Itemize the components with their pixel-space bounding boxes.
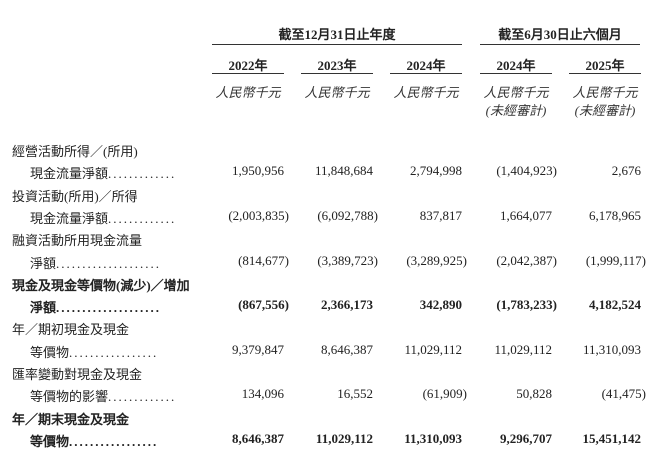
- table-row-values: 等價物................. 8,646,387 11,029,112 1…: [0, 431, 660, 453]
- divider: [301, 73, 373, 74]
- unaudited-note: (未經審計): [485, 103, 547, 118]
- table-row-values: 淨額.................... (867,556) 2,366,173…: [0, 297, 660, 319]
- column-unit: 人民幣千元: [393, 85, 459, 100]
- cell-value: (1,999,117): [585, 252, 646, 268]
- unaudited-note: (未經審計): [574, 103, 636, 118]
- row-label-text: 等價物的影響: [30, 389, 109, 405]
- row-label-cont: 等價物.................: [30, 431, 158, 450]
- table-row: 現金及現金等價物(減少)／增加: [0, 275, 660, 297]
- cell-value: 9,379,847: [232, 341, 284, 357]
- divider: [212, 73, 284, 74]
- cell-value: 8,646,387: [321, 341, 373, 357]
- group-header-six-months: 截至6月30日止六個月: [498, 27, 622, 42]
- row-label: 匯率變動對現金及現金: [12, 367, 143, 382]
- table-row: 年／期初現金及現金: [0, 319, 660, 341]
- group-header-year-ended: 截至12月31日止年度: [278, 27, 396, 42]
- column-unit: 人民幣千元: [215, 85, 281, 100]
- leader-dots: .................: [69, 433, 159, 449]
- table-row-values: 現金流量淨額............. (2,003,835) (6,092,788…: [0, 208, 660, 230]
- row-label-text: 等價物: [30, 433, 70, 449]
- cell-value: (41,475): [601, 386, 646, 402]
- cell-value: 1,950,956: [232, 163, 284, 179]
- cell-value: 134,096: [241, 386, 284, 402]
- cell-value: 16,552: [337, 386, 373, 402]
- cell-value: (2,042,387): [496, 252, 557, 268]
- cell-value: 8,646,387: [232, 430, 284, 446]
- column-year: 2024年: [496, 58, 536, 73]
- cell-value: 11,029,112: [315, 430, 373, 446]
- divider: [212, 44, 462, 45]
- row-label-cont: 淨額....................: [30, 297, 161, 316]
- row-label-cont: 等價物的影響.............: [30, 386, 176, 405]
- cell-value: 11,029,112: [404, 341, 462, 357]
- column-unit: 人民幣千元: [483, 85, 549, 100]
- table-row: 融資活動所用現金流量: [0, 230, 660, 252]
- row-label-text: 淨額: [30, 300, 57, 316]
- row-label-cont: 等價物.................: [30, 342, 158, 361]
- row-label-text: 現金流量淨額: [30, 166, 109, 182]
- cell-value: (1,783,233): [496, 297, 557, 313]
- column-year: 2025年: [585, 58, 625, 73]
- cell-value: (814,677): [238, 252, 289, 268]
- table-row: 年／期末現金及現金: [0, 409, 660, 431]
- cell-value: 11,310,093: [404, 430, 462, 446]
- table-row: 投資活動(所用)／所得: [0, 186, 660, 208]
- cell-value: 837,817: [419, 207, 462, 223]
- leader-dots: .................: [69, 344, 159, 360]
- column-year: 2022年: [228, 58, 268, 73]
- leader-dots: .............: [108, 210, 177, 226]
- row-label-cont: 現金流量淨額.............: [30, 163, 176, 182]
- column-unit: 人民幣千元: [572, 85, 638, 100]
- table-row-values: 淨額.................... (814,677) (3,389,72…: [0, 253, 660, 275]
- leader-dots: .............: [108, 166, 177, 182]
- table-row: 經營活動所得／(所用): [0, 141, 660, 163]
- cell-value: 9,296,707: [500, 430, 552, 446]
- row-label: 投資活動(所用)／所得: [12, 188, 138, 204]
- cell-value: 342,890: [419, 297, 462, 313]
- row-label-text: 等價物: [30, 344, 70, 360]
- column-year: 2023年: [317, 58, 357, 73]
- cell-value: 11,029,112: [494, 341, 552, 357]
- cell-value: (2,003,835): [228, 207, 289, 223]
- cell-value: 6,178,965: [589, 207, 641, 223]
- row-label: 年／期末現金及現金: [12, 411, 130, 427]
- table-row-values: 等價物的影響............. 134,096 16,552 (61,909)…: [0, 386, 660, 408]
- divider: [569, 73, 641, 74]
- row-label: 經營活動所得／(所用): [12, 144, 138, 159]
- column-year: 2024年: [406, 58, 446, 73]
- divider: [480, 73, 552, 74]
- cell-value: 4,182,524: [589, 297, 641, 313]
- cell-value: 2,676: [611, 163, 641, 179]
- column-unit: 人民幣千元: [304, 85, 370, 100]
- row-label-cont: 現金流量淨額.............: [30, 208, 176, 227]
- cell-value: 15,451,142: [582, 430, 642, 446]
- leader-dots: ....................: [56, 300, 162, 316]
- cell-value: (61,909): [422, 386, 467, 402]
- table-row-values: 現金流量淨額............. 1,950,956 11,848,684 2,…: [0, 163, 660, 185]
- table-row-values: 等價物................. 9,379,847 8,646,387 11…: [0, 342, 660, 364]
- row-label-text: 淨額: [30, 255, 57, 271]
- cell-value: 11,310,093: [582, 341, 641, 357]
- table-row: 匯率變動對現金及現金: [0, 364, 660, 386]
- cell-value: (1,404,923): [496, 163, 557, 179]
- cell-value: (6,092,788): [317, 207, 378, 223]
- cell-value: 11,848,684: [314, 163, 373, 179]
- cell-value: (3,389,723): [317, 252, 378, 268]
- row-label: 融資活動所用現金流量: [12, 233, 143, 249]
- cell-value: 2,366,173: [321, 297, 373, 313]
- row-label: 年／期初現金及現金: [12, 322, 130, 338]
- row-label: 現金及現金等價物(減少)／增加: [12, 277, 190, 293]
- cell-value: 1,664,077: [500, 207, 552, 223]
- leader-dots: .............: [108, 389, 177, 405]
- divider: [390, 73, 462, 74]
- row-label-text: 現金流量淨額: [30, 210, 109, 226]
- cell-value: 2,794,998: [410, 163, 462, 179]
- cell-value: (3,289,925): [406, 252, 467, 268]
- row-label-cont: 淨額....................: [30, 253, 161, 272]
- leader-dots: ....................: [56, 255, 162, 271]
- cell-value: 50,828: [516, 386, 552, 402]
- cell-value: (867,556): [238, 297, 289, 313]
- divider: [480, 44, 640, 45]
